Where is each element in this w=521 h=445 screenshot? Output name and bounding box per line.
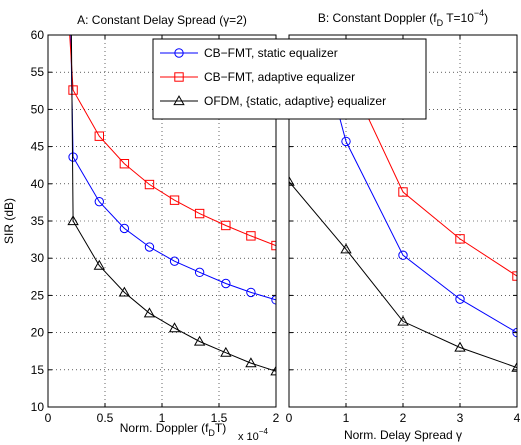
y-tick-label: 40	[31, 177, 45, 191]
data-point-triangle	[118, 286, 131, 297]
data-point-triangle	[168, 322, 181, 333]
x-tick-label: 4	[514, 411, 521, 425]
data-point-square	[221, 220, 231, 231]
legend-marker-square	[174, 72, 184, 82]
data-point-circle	[341, 136, 351, 147]
panel-b-title-sup: −4	[474, 8, 484, 18]
data-point-triangle	[67, 215, 79, 226]
legend-marker-triangle	[173, 95, 185, 106]
x-tick-label: 1	[343, 411, 350, 425]
data-point-triangle	[245, 357, 257, 368]
data-point-square	[169, 195, 180, 205]
panel-a-series	[67, 35, 276, 376]
panel-a-xlabel-sub: D	[208, 428, 215, 438]
legend: CB−FMT, static equalizer CB−FMT, adaptive…	[152, 38, 427, 120]
data-point-circle	[169, 256, 180, 266]
panel-a-xlabel-main: Norm. Doppler (f	[120, 421, 209, 435]
data-point-circle	[398, 250, 408, 260]
series-line-1	[70, 35, 276, 301]
data-point-square	[94, 131, 104, 141]
data-point-circle	[455, 294, 465, 304]
data-point-circle	[68, 152, 78, 162]
panel-a-xlabel-end: T)	[215, 421, 226, 435]
x-tick-label: 0	[45, 411, 52, 425]
data-point-triangle	[93, 259, 105, 270]
legend-box	[152, 38, 427, 120]
panel-a-ticks: 0 0.5 1 1.5 2 10 15 20 25 30 35 40 45 50 55 60	[31, 28, 280, 425]
panel-b-title-end: )	[484, 11, 488, 25]
x-tick-label: 3	[457, 411, 464, 425]
series-line-3	[289, 181, 517, 369]
panel-b-ticks: 0 1 2 3 4	[286, 34, 521, 425]
data-point-triangle	[289, 175, 295, 186]
y-tick-label: 10	[31, 400, 45, 414]
x-tick-label: 0.5	[97, 411, 114, 425]
y-tick-label: 30	[31, 251, 45, 265]
x-tick-label: 2	[273, 411, 280, 425]
x-tick-label: 2	[400, 411, 407, 425]
panel-b-title: B: Constant Doppler (fD T=10−4)	[318, 8, 488, 28]
data-point-square	[144, 179, 155, 190]
legend-label-2: CB−FMT, adaptive equalizer	[204, 70, 355, 84]
panel-b-xlabel: Norm. Delay Spread γ	[344, 428, 462, 442]
legend-label-1: CB−FMT, static equalizer	[204, 46, 338, 60]
panel-a-xlabel: Norm. Doppler (fDT)	[120, 421, 227, 438]
y-tick-label: 55	[31, 65, 45, 79]
data-point-triangle	[340, 243, 352, 254]
x-tick-label: 1.5	[211, 411, 228, 425]
legend-label-3: OFDM, {static, adaptive} equalizer	[204, 94, 386, 108]
x-tick-label: 1	[159, 411, 166, 425]
data-point-circle	[94, 196, 105, 207]
data-point-triangle	[270, 365, 276, 376]
data-point-triangle	[511, 361, 517, 372]
panel-a-title: A: Constant Delay Spread (γ=2)	[77, 13, 247, 27]
series-line-3	[70, 35, 276, 372]
y-tick-label: 35	[31, 214, 45, 228]
y-tick-label: 45	[31, 140, 45, 154]
panel-a-ylabel: SIR (dB)	[2, 198, 16, 244]
panel-b-title-mid: T=10	[443, 11, 474, 25]
y-tick-label: 20	[31, 326, 45, 340]
data-point-triangle	[454, 341, 466, 352]
data-point-triangle	[220, 346, 232, 357]
panel-a-x-multiplier-exp: −4	[259, 427, 269, 436]
data-point-triangle	[397, 315, 409, 326]
data-point-square	[398, 187, 408, 197]
panel-a-x-multiplier: x 10−4	[238, 427, 268, 443]
data-point-square	[455, 234, 465, 244]
y-tick-label: 60	[31, 28, 45, 42]
data-point-square	[194, 208, 205, 219]
data-point-square	[68, 85, 78, 95]
data-point-triangle	[193, 335, 206, 346]
y-tick-label: 50	[31, 102, 45, 116]
legend-marker-circle	[174, 48, 184, 58]
data-point-square	[119, 159, 130, 169]
data-point-triangle	[143, 307, 156, 318]
data-point-square	[246, 231, 256, 241]
panel-a-x-multiplier-base: x 10	[238, 431, 259, 443]
data-point-circle	[119, 223, 130, 234]
x-tick-label: 0	[286, 411, 293, 425]
y-tick-label: 25	[31, 288, 45, 302]
panel-b-title-sub: D	[437, 18, 444, 28]
data-point-circle	[194, 267, 205, 278]
data-point-circle	[246, 287, 256, 298]
data-point-circle	[221, 278, 231, 289]
data-point-circle	[144, 242, 155, 252]
y-tick-label: 15	[31, 363, 45, 377]
panel-b-title-main: B: Constant Doppler (f	[318, 11, 437, 25]
series-line-2	[69, 35, 276, 247]
